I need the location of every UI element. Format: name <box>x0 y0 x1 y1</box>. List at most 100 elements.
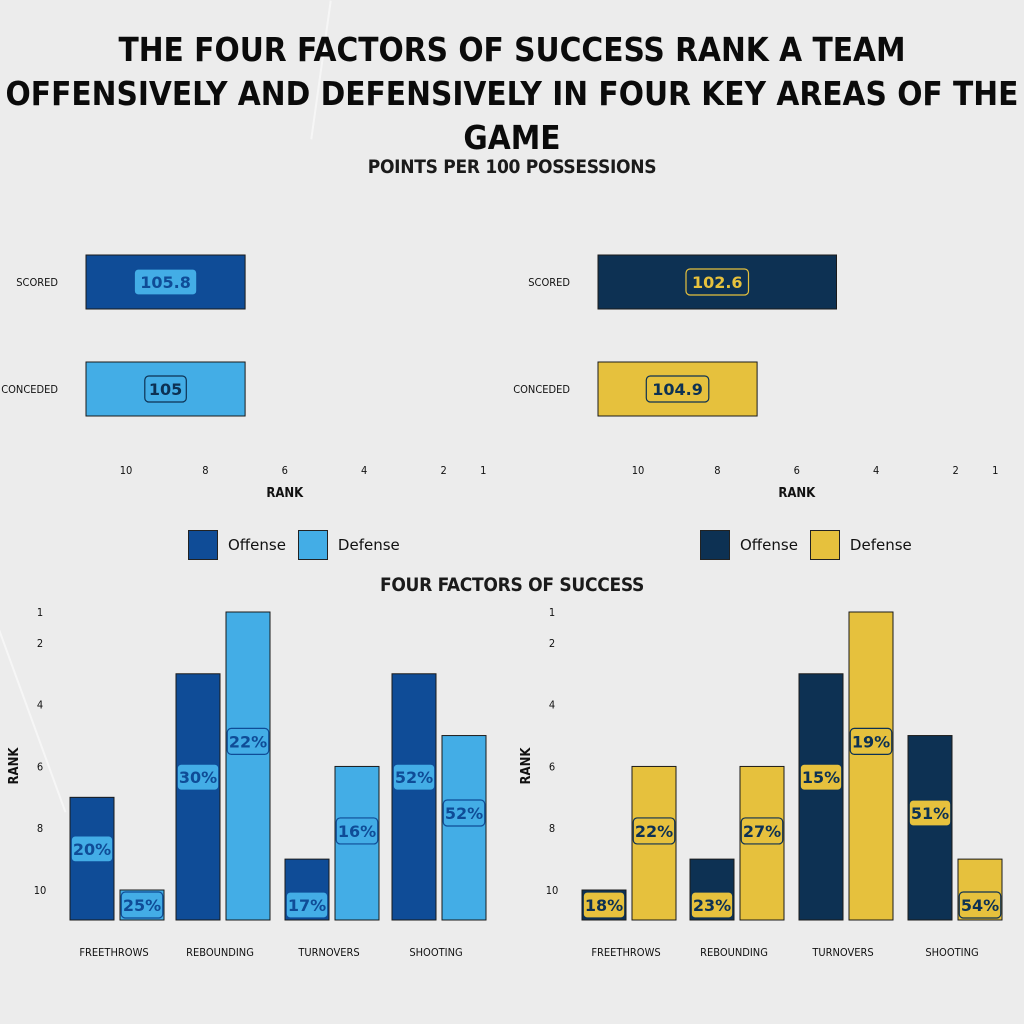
page-title: THE FOUR FACTORS OF SUCCESS RANK A TEAM … <box>0 28 1024 160</box>
data-label: 105 <box>149 380 182 399</box>
data-label-box <box>392 763 436 791</box>
data-label-box <box>685 268 750 296</box>
data-label: 23% <box>693 896 731 915</box>
data-label-box <box>144 375 187 403</box>
category-label: REBOUNDING <box>186 946 254 959</box>
tick-label: 4 <box>37 699 43 712</box>
axis-title: RANK <box>7 747 22 785</box>
bar-offense <box>175 673 221 921</box>
tick-label: 8 <box>714 464 720 477</box>
tick-label: 10 <box>632 464 645 477</box>
points-heading: POINTS PER 100 POSSESSIONS <box>367 156 657 178</box>
data-label-box <box>285 891 329 919</box>
data-label: 51% <box>911 804 949 823</box>
tick-label: 8 <box>549 822 555 835</box>
tick-label: 1 <box>37 606 43 619</box>
category-label: SHOOTING <box>409 946 462 959</box>
title-line-1: THE FOUR FACTORS OF SUCCESS RANK A TEAM <box>118 30 906 69</box>
data-label: 104.9 <box>652 380 703 399</box>
data-label-box <box>632 817 676 845</box>
tick-label: 10 <box>34 884 47 897</box>
tick-label: 10 <box>120 464 133 477</box>
category-label: CONCEDED <box>513 383 570 396</box>
data-label-box <box>908 799 952 827</box>
legend-left: Offense Defense <box>188 530 412 560</box>
tick-label: 2 <box>952 464 958 477</box>
data-label: 27% <box>743 822 781 841</box>
data-label-box <box>849 727 893 755</box>
tick-label: 6 <box>282 464 288 477</box>
tick-label: 8 <box>37 822 43 835</box>
tick-label: 4 <box>873 464 879 477</box>
bar-offense <box>798 673 844 921</box>
data-label: 16% <box>338 822 376 841</box>
data-label: 22% <box>229 732 267 751</box>
data-label-box <box>690 891 734 919</box>
data-label: 30% <box>179 768 217 787</box>
tick-label: 10 <box>546 884 559 897</box>
category-label: REBOUNDING <box>700 946 768 959</box>
bar-offense <box>391 673 437 921</box>
data-label: 54% <box>961 896 999 915</box>
tick-label: 1 <box>992 464 998 477</box>
tick-label: 1 <box>480 464 486 477</box>
category-label: SCORED <box>16 276 58 289</box>
tick-label: 8 <box>202 464 208 477</box>
data-label: 19% <box>852 732 890 751</box>
data-label-box <box>176 763 220 791</box>
title-line-2: OFFENSIVELY AND DEFENSIVELY IN FOUR KEY … <box>5 74 1019 157</box>
legend-item-defense: Defense <box>809 530 912 560</box>
legend-swatch-offense <box>188 530 218 560</box>
data-label: 25% <box>123 896 161 915</box>
data-label: 52% <box>445 804 483 823</box>
tick-label: 6 <box>794 464 800 477</box>
data-label: 15% <box>802 768 840 787</box>
category-label: TURNOVERS <box>297 946 359 959</box>
tick-label: 4 <box>549 699 555 712</box>
bar-defense <box>848 611 894 921</box>
axis-title: RANK <box>266 486 304 501</box>
data-label-box <box>582 891 626 919</box>
category-label: CONCEDED <box>1 383 58 396</box>
axis-title: RANK <box>519 747 534 785</box>
data-label: 105.8 <box>140 273 191 292</box>
tick-label: 6 <box>37 760 43 773</box>
legend-label-defense: Defense <box>337 536 400 554</box>
bar-offense <box>907 735 953 921</box>
legend-label-defense: Defense <box>849 536 912 554</box>
tick-label: 2 <box>549 637 555 650</box>
data-label-box <box>799 763 843 791</box>
legend-item-defense: Defense <box>297 530 400 560</box>
legend-swatch-defense <box>297 530 328 560</box>
data-label-box <box>645 375 710 403</box>
category-label: TURNOVERS <box>811 946 873 959</box>
data-label: 17% <box>288 896 326 915</box>
data-label-box <box>133 268 198 296</box>
data-label-box <box>120 891 164 919</box>
legend-label-offense: Offense <box>740 536 798 554</box>
data-label: 22% <box>635 822 673 841</box>
data-label-box <box>226 727 270 755</box>
legend-label-offense: Offense <box>228 536 286 554</box>
data-label: 102.6 <box>692 273 743 292</box>
category-label: FREETHROWS <box>591 946 660 959</box>
data-label-box <box>442 799 486 827</box>
legend-item-offense: Offense <box>188 530 286 560</box>
data-label-box <box>335 817 379 845</box>
category-label: FREETHROWS <box>79 946 148 959</box>
bar-defense <box>225 611 271 921</box>
factors-heading: FOUR FACTORS OF SUCCESS <box>379 574 645 596</box>
data-label: 18% <box>585 896 623 915</box>
axis-title: RANK <box>778 486 816 501</box>
tick-label: 2 <box>37 637 43 650</box>
legend-item-offense: Offense <box>700 530 798 560</box>
tick-label: 6 <box>549 760 555 773</box>
category-label: SHOOTING <box>925 946 978 959</box>
tick-label: 4 <box>361 464 367 477</box>
data-label-box <box>70 835 114 863</box>
legend-swatch-defense <box>809 530 840 560</box>
legend-right: Offense Defense <box>700 530 924 560</box>
data-label: 52% <box>395 768 433 787</box>
legend-swatch-offense <box>700 530 730 560</box>
tick-label: 1 <box>549 606 555 619</box>
